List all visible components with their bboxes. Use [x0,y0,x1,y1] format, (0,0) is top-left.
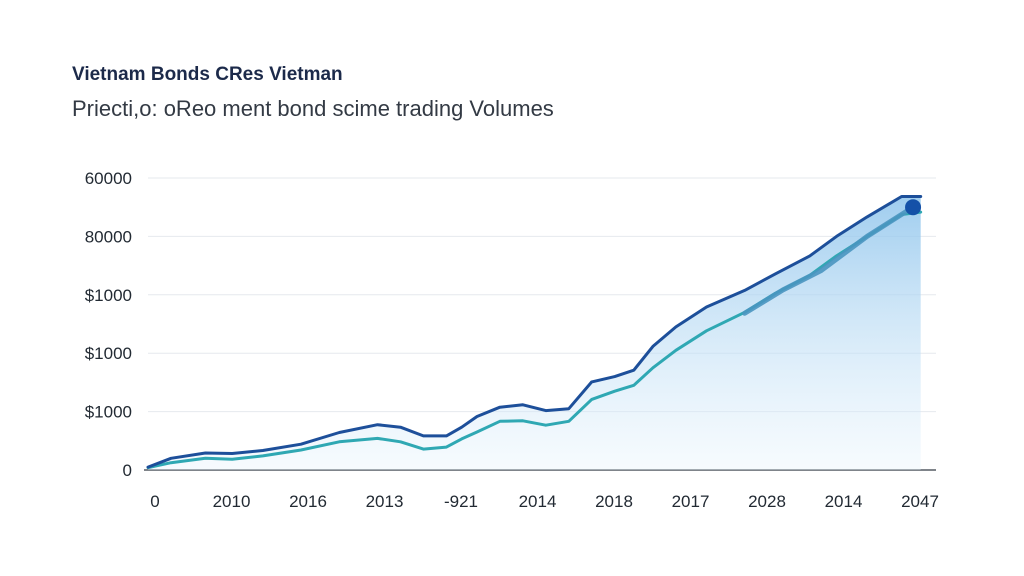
y-tick-label: $1000 [85,344,132,363]
series-area [148,196,921,470]
y-tick-label: 60000 [85,169,132,188]
series-line-upper [146,195,923,469]
x-tick-label: 2016 [289,492,327,511]
y-tick-label: 80000 [85,227,132,246]
x-tick-label: 0 [150,492,159,511]
endpoint-marker [905,199,922,216]
chart-subtitle: Priecti,o: oReo ment bond scime trading … [72,96,554,121]
x-tick-label: 2018 [595,492,633,511]
y-tick-label: 0 [123,461,132,480]
x-tick-label: 2013 [366,492,404,511]
chart-title: Vietnam Bonds CRes Vietman [72,64,343,85]
x-tick-label: 2014 [825,492,863,511]
projection-line [742,204,916,316]
x-tick-label: 2010 [213,492,251,511]
x-tick-label: 2028 [748,492,786,511]
x-tick-label: 2017 [672,492,710,511]
x-tick-label: 2047 [901,492,939,511]
y-tick-label: $1000 [85,286,132,305]
y-tick-label: $1000 [85,403,132,422]
x-tick-label: -921 [444,492,478,511]
x-tick-label: 2014 [519,492,557,511]
